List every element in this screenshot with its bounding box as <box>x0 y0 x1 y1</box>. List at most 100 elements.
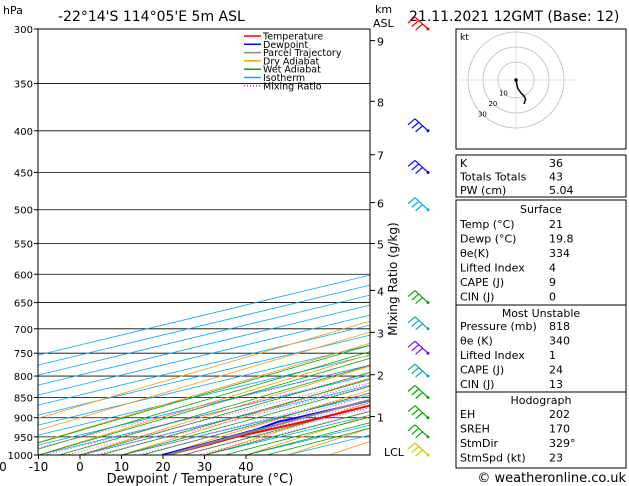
most-unstable-label: Lifted Index <box>460 349 525 362</box>
most-unstable-label: θe (K) <box>460 335 493 348</box>
wind-barb-feather <box>411 446 420 453</box>
wind-barb-base <box>426 435 430 439</box>
most-unstable-value: 1 <box>549 349 556 362</box>
surface-value: 9 <box>549 276 556 289</box>
wind-barb-base <box>426 374 430 378</box>
hpa-unit-label: hPa <box>3 4 23 17</box>
wind-barbs <box>407 16 430 457</box>
height-tick-label: 5 <box>377 238 384 251</box>
wind-barb-base <box>426 129 430 133</box>
wind-barb-base <box>426 170 430 174</box>
temperature-tick-label: 20 <box>155 460 170 474</box>
hodograph-stat-value: 202 <box>549 408 570 421</box>
wind-barb <box>407 363 430 378</box>
wind-barb-feather <box>415 412 423 420</box>
wind-barb-base <box>426 208 430 212</box>
wind-barb-feather <box>415 370 423 378</box>
wet-adiabat-line <box>38 357 370 455</box>
wind-barb-feather <box>411 319 420 327</box>
wind-barb-base <box>426 416 430 420</box>
isotherm-line <box>38 364 370 446</box>
wind-barb-staff <box>414 197 429 211</box>
wind-barb-feather <box>411 344 420 352</box>
pressure-tick-label: 400 <box>14 127 33 138</box>
isotherm-line <box>38 374 370 455</box>
location-title: -22°14'S 114°05'E 5m ASL <box>58 9 245 25</box>
temperature-tick-label: 0 <box>76 460 84 474</box>
wind-barb-feather <box>407 385 416 392</box>
most-unstable-value: 13 <box>549 378 563 391</box>
temperature-tick-label: 30 <box>197 460 212 474</box>
legend-label: Mixing Ratio <box>263 81 322 92</box>
hodograph-ring-label: 20 <box>488 100 497 108</box>
height-tick-label: 7 <box>377 150 384 163</box>
isotherm-line <box>38 324 370 406</box>
wind-barb-staff <box>414 16 429 30</box>
most-unstable-box <box>455 304 627 394</box>
surface-label: Temp (°C) <box>459 218 515 231</box>
wind-barb-feather <box>415 392 423 399</box>
hodograph-stat-value: 170 <box>549 423 570 436</box>
temperature-line <box>166 404 370 455</box>
mixing-ratio-line <box>137 396 370 455</box>
pressure-tick-label: 950 <box>14 433 33 444</box>
height-tick-label: 9 <box>377 36 384 49</box>
pressure-tick-label: 500 <box>14 206 33 217</box>
wind-barb-staff <box>414 405 429 419</box>
wind-barb-feather <box>411 367 420 375</box>
legend-label: Temperature <box>262 32 323 43</box>
wind-barb-feather <box>415 431 423 439</box>
lcl-label: LCL <box>384 446 405 459</box>
indices-panel: K 36 Totals Totals 43 PW (cm) 5.04 Surface Temp… <box>455 154 627 469</box>
temperature-tick-label: -20 <box>0 460 7 474</box>
wind-barb-staff <box>414 424 429 438</box>
wind-barb <box>407 405 430 420</box>
wind-barb-feather <box>407 405 416 413</box>
wind-barb-feather <box>415 167 423 174</box>
wind-barb <box>407 385 430 399</box>
x-axis-label: Dewpoint / Temperature (°C) <box>107 472 294 486</box>
dry-adiabat-line <box>38 354 370 455</box>
hodograph-stat-value: 329° <box>549 437 576 450</box>
wind-barb-feather <box>415 323 423 331</box>
wind-barb <box>407 290 430 305</box>
wind-barb-staff <box>414 118 429 132</box>
asl-unit-label: ASL <box>373 17 395 30</box>
wind-barb <box>407 118 430 133</box>
wind-barb-base <box>426 27 430 31</box>
wet-adiabat-line <box>142 392 370 455</box>
most-unstable-label: CIN (J) <box>460 378 494 391</box>
wind-barb-feather <box>407 363 416 371</box>
index-value: 36 <box>549 157 563 170</box>
surface-value: 334 <box>549 247 570 260</box>
wet-adiabat-line <box>59 364 370 455</box>
wind-barb-feather <box>407 16 416 24</box>
wind-barb-feather <box>407 340 416 348</box>
legend-label: Isotherm <box>263 73 305 84</box>
surface-label: Lifted Index <box>460 262 525 275</box>
pressure-tick-label: 900 <box>14 414 33 425</box>
hodograph-origin <box>514 78 518 82</box>
wind-barb-feather <box>411 388 420 396</box>
surface-label: θe(K) <box>460 247 489 260</box>
wind-barb-feather <box>415 449 423 457</box>
pressure-tick-label: 850 <box>14 393 33 404</box>
wind-barb-feather <box>407 442 416 450</box>
temperature-tick-label: 10 <box>114 460 129 474</box>
surface-value: 0 <box>549 291 556 304</box>
wind-barb <box>407 197 430 212</box>
most-unstable-label: CAPE (J) <box>460 364 504 377</box>
hodograph-stat-label: SREH <box>460 423 490 436</box>
wind-barb-feather <box>411 163 420 171</box>
wind-barb-feather <box>407 290 416 298</box>
surface-value: 21 <box>549 218 563 231</box>
wind-barb-base <box>426 301 430 305</box>
wind-barb-staff <box>414 363 429 377</box>
wind-barb-staff <box>414 290 429 304</box>
wind-barb-feather <box>411 121 420 129</box>
wind-barb-staff <box>414 160 429 173</box>
pressure-tick-label: 600 <box>14 270 33 281</box>
index-label: PW (cm) <box>460 184 506 197</box>
wind-barb-staff <box>414 340 429 354</box>
